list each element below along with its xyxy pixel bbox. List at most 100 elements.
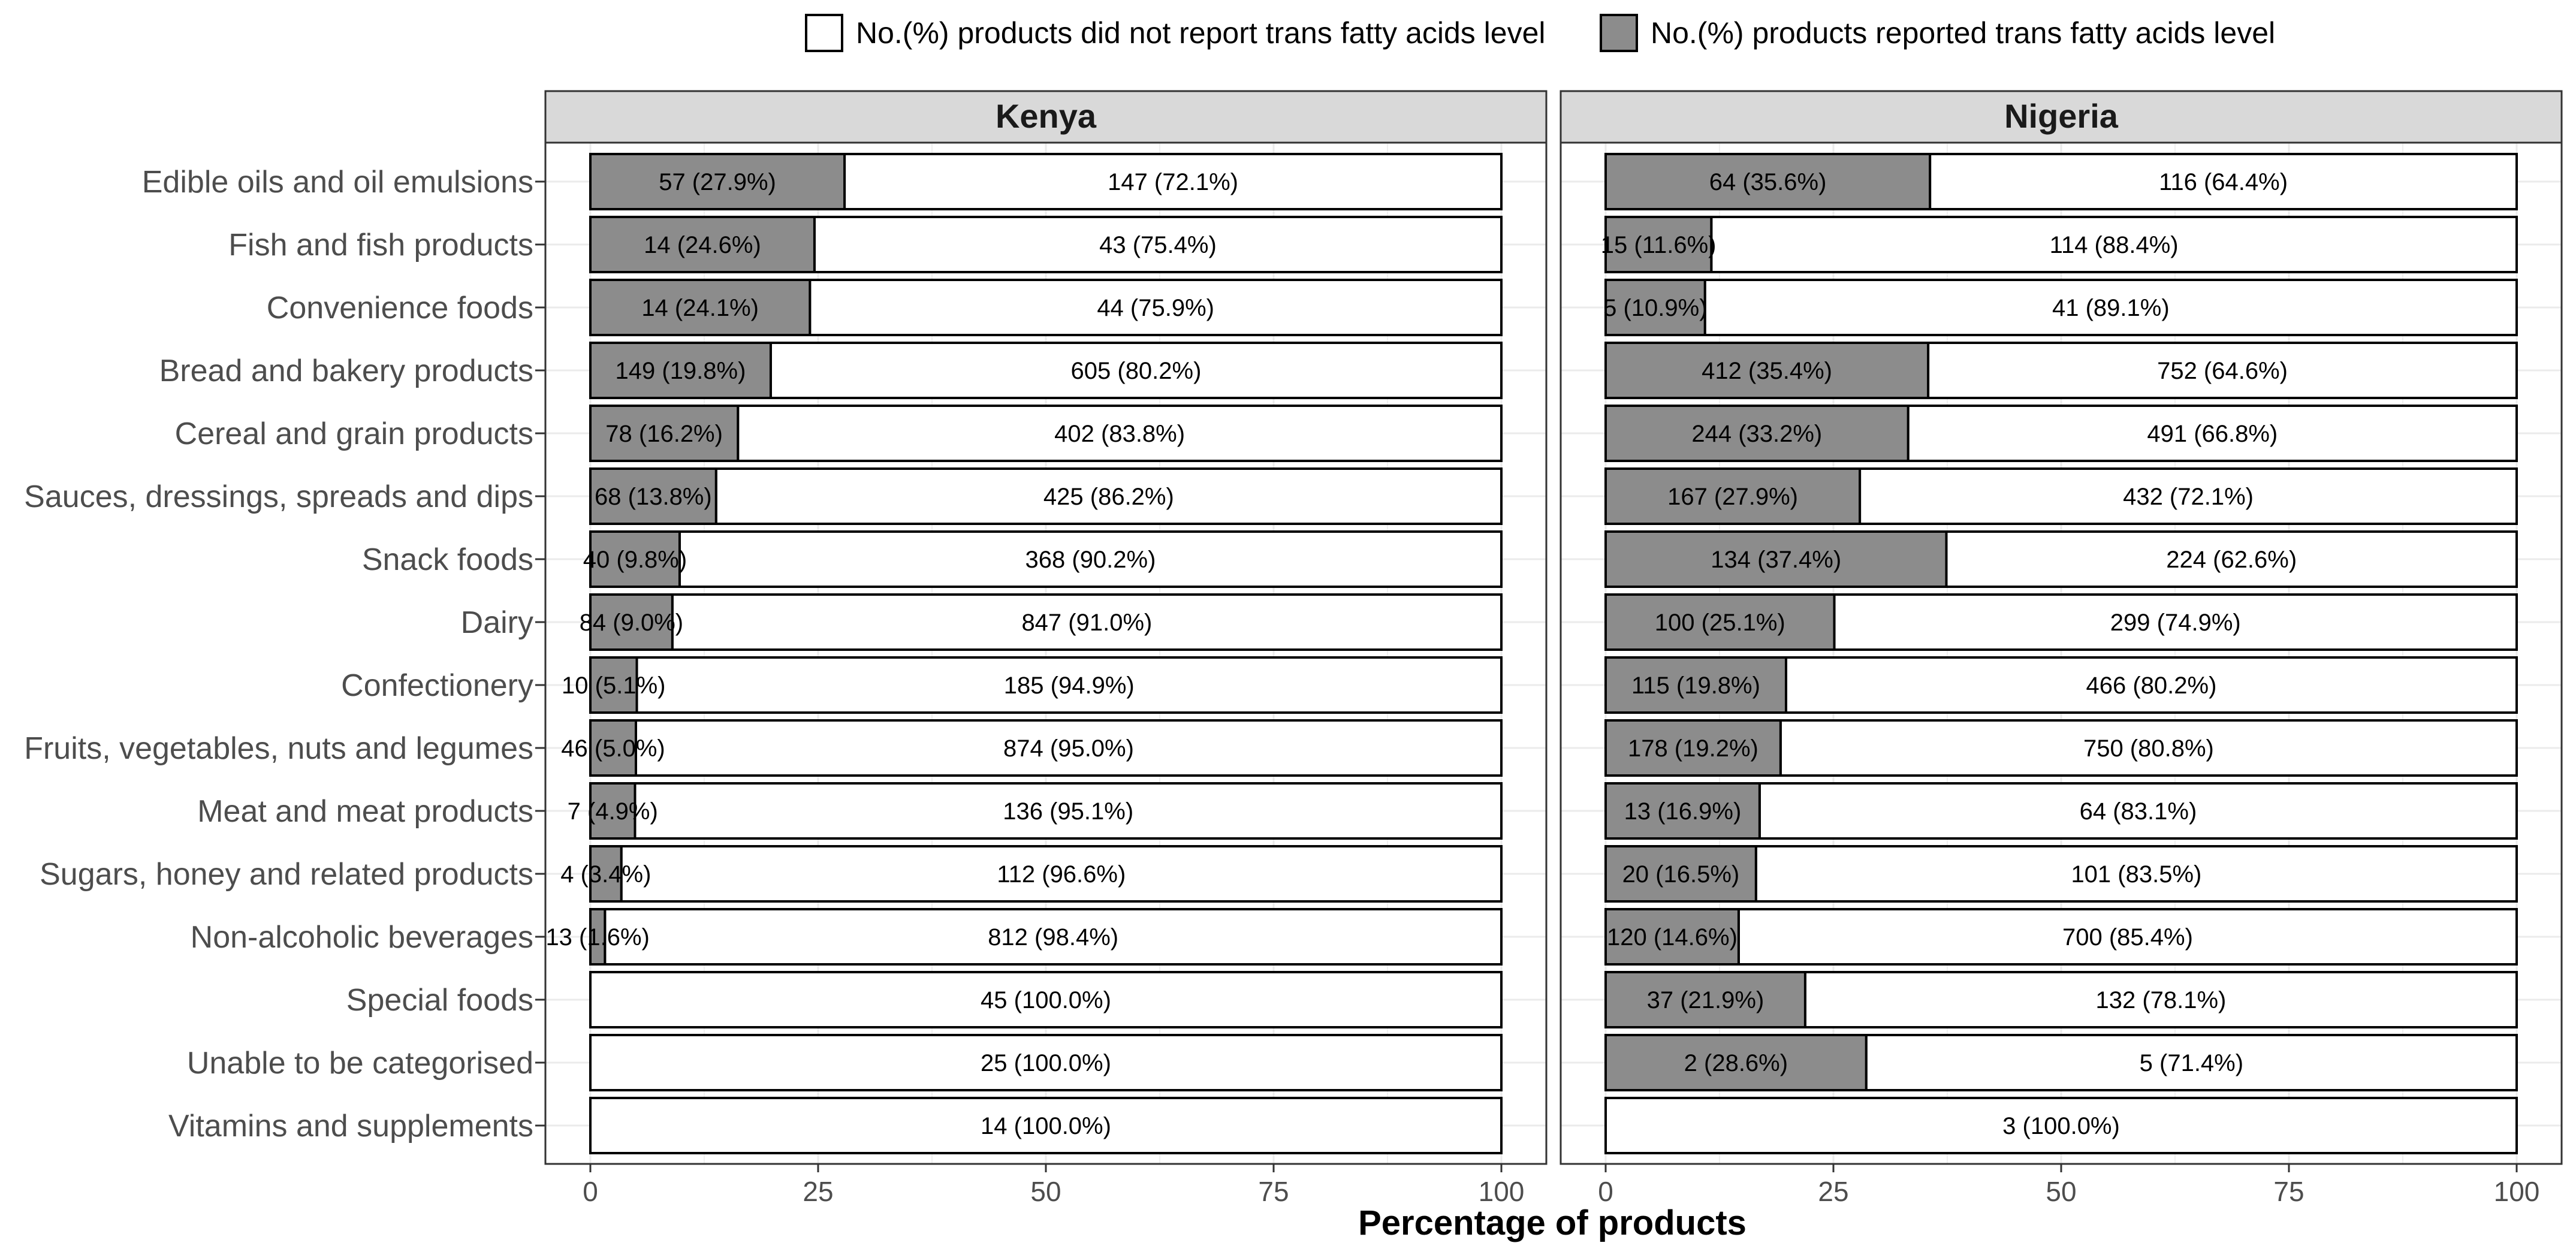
legend-swatch-reported bbox=[1600, 14, 1638, 52]
bar-reported-kenya-confectionery bbox=[589, 656, 638, 714]
bar-reported-kenya-meat-and-meat-products bbox=[589, 782, 637, 840]
bar-not-reported-kenya-sauces-dressings-spreads-and-dips bbox=[714, 467, 1503, 525]
data-label-reported-kenya: 68 (13.8%) bbox=[595, 484, 712, 510]
bar-not-reported-kenya-edible-oils-and-oil-emulsions bbox=[843, 153, 1503, 210]
data-label-not-reported-nigeria: 491 (66.8%) bbox=[2147, 421, 2278, 447]
bar-not-reported-nigeria-sugars-honey-and-related-products bbox=[1754, 845, 2518, 903]
bar-reported-kenya-bread-and-bakery-products bbox=[589, 342, 772, 399]
x-tick-label-kenya: 100 bbox=[1479, 1176, 1525, 1207]
y-axis: Edible oils and oil emulsions Fish and fi… bbox=[24, 165, 545, 1144]
data-label-reported-nigeria: 64 (35.6%) bbox=[1709, 169, 1827, 195]
x-tick-label-nigeria: 50 bbox=[2046, 1176, 2076, 1207]
bar-reported-nigeria-special-foods bbox=[1604, 971, 1806, 1028]
category-label-snack-foods: Snack foods bbox=[362, 542, 533, 577]
bar-reported-nigeria-unable-to-be-categorised bbox=[1604, 1034, 1868, 1091]
data-label-not-reported-kenya: 605 (80.2%) bbox=[1071, 358, 1202, 384]
data-label-not-reported-kenya: 112 (96.6%) bbox=[997, 861, 1126, 888]
category-label-fish-and-fish-products: Fish and fish products bbox=[228, 228, 533, 263]
category-label-edible-oils-and-oil-emulsions: Edible oils and oil emulsions bbox=[142, 165, 533, 200]
data-label-not-reported-nigeria: 132 (78.1%) bbox=[2095, 987, 2226, 1013]
bar-not-reported-kenya-convenience-foods bbox=[809, 279, 1503, 336]
category-label-non-alcoholic-beverages: Non-alcoholic beverages bbox=[191, 920, 533, 955]
bar-not-reported-nigeria-non-alcoholic-beverages bbox=[1737, 908, 2518, 966]
data-label-not-reported-kenya: 14 (100.0%) bbox=[981, 1113, 1111, 1139]
bar-reported-kenya-sauces-dressings-spreads-and-dips bbox=[589, 467, 717, 525]
bar-reported-nigeria-dairy bbox=[1604, 593, 1836, 651]
data-label-not-reported-nigeria: 64 (83.1%) bbox=[2080, 798, 2197, 825]
category-label-sugars-honey-and-related-products: Sugars, honey and related products bbox=[40, 857, 533, 892]
bar-not-reported-kenya-non-alcoholic-beverages bbox=[604, 908, 1503, 966]
data-label-not-reported-nigeria: 224 (62.6%) bbox=[2166, 547, 2297, 573]
category-label-fruits-vegetables-nuts-and-legumes: Fruits, vegetables, nuts and legumes bbox=[24, 731, 533, 766]
panel-title-kenya: Kenya bbox=[996, 97, 1097, 135]
bar-reported-nigeria-edible-oils-and-oil-emulsions bbox=[1604, 153, 1932, 210]
data-label-reported-nigeria: 13 (16.9%) bbox=[1624, 798, 1742, 825]
bar-reported-nigeria-sugars-honey-and-related-products bbox=[1604, 845, 1757, 903]
category-label-unable-to-be-categorised: Unable to be categorised bbox=[187, 1046, 533, 1081]
data-label-reported-nigeria: 15 (11.6%) bbox=[1601, 232, 1717, 258]
bar-reported-nigeria-bread-and-bakery-products bbox=[1604, 342, 1930, 399]
panel-title-nigeria: Nigeria bbox=[2004, 97, 2119, 135]
data-label-reported-kenya: 14 (24.6%) bbox=[644, 232, 761, 258]
bar-reported-nigeria-non-alcoholic-beverages bbox=[1604, 908, 1740, 966]
data-label-not-reported-kenya: 368 (90.2%) bbox=[1025, 547, 1156, 573]
data-label-reported-kenya: 84 (9.0%) bbox=[580, 610, 683, 636]
panel-kenya: Kenya 147 (72.1%) 57 (27.9%) 43 (75.4%) 14 (… bbox=[544, 90, 1548, 1207]
data-label-reported-nigeria: 20 (16.5%) bbox=[1622, 861, 1740, 888]
bar-not-reported-nigeria-fish-and-fish-products bbox=[1710, 216, 2518, 273]
panel-strip-nigeria bbox=[1560, 90, 2563, 144]
category-label-sauces-dressings-spreads-and-dips: Sauces, dressings, spreads and dips bbox=[24, 479, 533, 514]
bar-reported-kenya-cereal-and-grain-products bbox=[589, 405, 740, 462]
data-label-not-reported-kenya: 136 (95.1%) bbox=[1003, 798, 1133, 825]
x-tick-label-kenya: 25 bbox=[803, 1176, 833, 1207]
bar-reported-nigeria-snack-foods bbox=[1604, 530, 1948, 588]
data-label-reported-kenya: 14 (24.1%) bbox=[641, 295, 759, 321]
category-label-special-foods: Special foods bbox=[346, 983, 533, 1018]
data-label-not-reported-nigeria: 752 (64.6%) bbox=[2157, 358, 2288, 384]
x-tick-label-kenya: 75 bbox=[1258, 1176, 1289, 1207]
data-label-reported-nigeria: 120 (14.6%) bbox=[1607, 924, 1738, 951]
data-label-not-reported-kenya: 45 (100.0%) bbox=[981, 987, 1111, 1013]
data-label-not-reported-nigeria: 3 (100.0%) bbox=[2002, 1113, 2120, 1139]
category-label-meat-and-meat-products: Meat and meat products bbox=[197, 794, 533, 829]
data-label-not-reported-kenya: 43 (75.4%) bbox=[1099, 232, 1217, 258]
data-label-not-reported-nigeria: 101 (83.5%) bbox=[2071, 861, 2201, 888]
x-axis-title: Percentage of products bbox=[1358, 1203, 1747, 1242]
legend: No.(%) products did not report trans fat… bbox=[805, 14, 2275, 52]
data-label-reported-kenya: 7 (4.9%) bbox=[568, 798, 658, 825]
data-label-reported-nigeria: 412 (35.4%) bbox=[1702, 358, 1832, 384]
category-label-cereal-and-grain-products: Cereal and grain products bbox=[175, 417, 533, 451]
data-label-not-reported-nigeria: 466 (80.2%) bbox=[2086, 672, 2217, 699]
data-label-not-reported-nigeria: 299 (74.9%) bbox=[2110, 610, 2241, 636]
x-tick-label-nigeria: 0 bbox=[1598, 1176, 1613, 1207]
panel-nigeria: Nigeria 116 (64.4%) 64 (35.6%) 114 (88.4%) 1… bbox=[1560, 90, 2563, 1207]
data-label-reported-nigeria: 178 (19.2%) bbox=[1628, 735, 1758, 762]
x-tick-label-kenya: 0 bbox=[583, 1176, 598, 1207]
bar-not-reported-nigeria-cereal-and-grain-products bbox=[1907, 405, 2518, 462]
bar-reported-kenya-dairy bbox=[589, 593, 674, 651]
data-label-not-reported-kenya: 185 (94.9%) bbox=[1004, 672, 1135, 699]
bar-not-reported-nigeria-convenience-foods bbox=[1703, 279, 2518, 336]
bar-reported-nigeria-confectionery bbox=[1604, 656, 1787, 714]
data-label-not-reported-kenya: 402 (83.8%) bbox=[1054, 421, 1185, 447]
data-label-reported-nigeria: 244 (33.2%) bbox=[1691, 421, 1822, 447]
data-label-reported-nigeria: 134 (37.4%) bbox=[1711, 547, 1841, 573]
data-label-not-reported-kenya: 147 (72.1%) bbox=[1108, 169, 1238, 195]
bar-reported-kenya-fish-and-fish-products bbox=[589, 216, 816, 273]
data-label-not-reported-nigeria: 432 (72.1%) bbox=[2123, 484, 2254, 510]
data-label-not-reported-kenya: 44 (75.9%) bbox=[1097, 295, 1214, 321]
bar-not-reported-kenya-vitamins-and-supplements bbox=[589, 1097, 1503, 1154]
bar-not-reported-nigeria-unable-to-be-categorised bbox=[1865, 1034, 2518, 1091]
data-label-reported-nigeria: 5 (10.9%) bbox=[1603, 295, 1707, 321]
category-label-bread-and-bakery-products: Bread and bakery products bbox=[159, 354, 533, 388]
data-label-not-reported-nigeria: 5 (71.4%) bbox=[2140, 1050, 2243, 1076]
bar-reported-nigeria-fruits-vegetables-nuts-and-legumes bbox=[1604, 719, 1782, 777]
legend-swatch-not-reported bbox=[805, 14, 843, 52]
data-label-not-reported-nigeria: 114 (88.4%) bbox=[2050, 232, 2179, 258]
data-label-not-reported-nigeria: 41 (89.1%) bbox=[2052, 295, 2170, 321]
data-label-not-reported-nigeria: 700 (85.4%) bbox=[2062, 924, 2193, 951]
bar-reported-nigeria-meat-and-meat-products bbox=[1604, 782, 1761, 840]
bar-not-reported-kenya-fruits-vegetables-nuts-and-legumes bbox=[635, 719, 1503, 777]
bar-reported-kenya-fruits-vegetables-nuts-and-legumes bbox=[589, 719, 637, 777]
